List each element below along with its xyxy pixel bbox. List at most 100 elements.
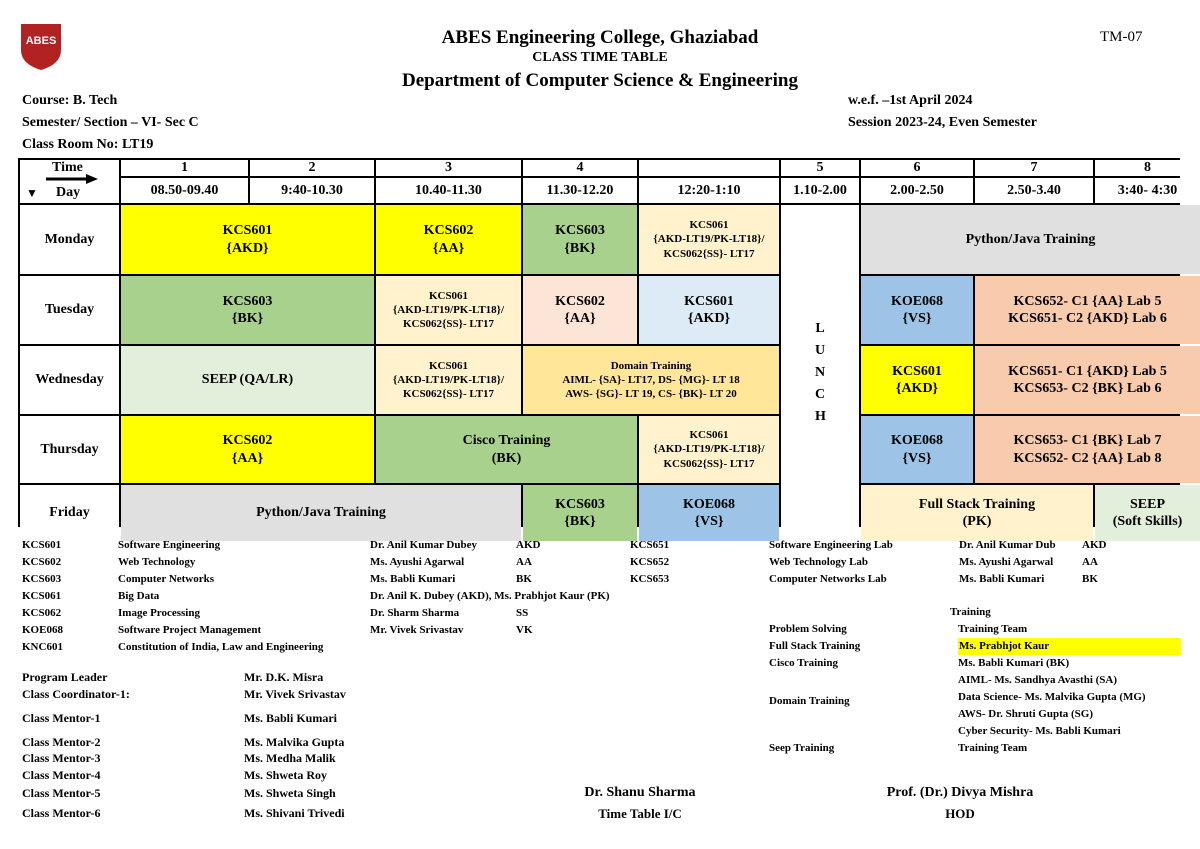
class-cell: Cisco Training (BK) <box>376 416 637 483</box>
class-cell: KCS602 {AA} <box>121 416 374 483</box>
cell-line: KCS651- C2 {AKD} Lab 6 <box>1008 311 1167 326</box>
class-cell: KCS061 {AKD-LT19/PK-LT18}/KCS062{SS}- LT1… <box>376 346 521 414</box>
training-name: Full Stack Training <box>769 640 861 652</box>
cell-line: {VS} <box>902 311 932 326</box>
class-cell: KCS603 {BK} <box>121 276 374 344</box>
cell-line: {AKD} <box>226 240 269 256</box>
training-trainer: Ms. Babli Kumari (BK) <box>958 657 1070 669</box>
signatory-role: Time Table I/C <box>598 806 682 821</box>
cell-line: KCS062{SS}- LT17 <box>663 247 755 260</box>
cell-line: KCS062{SS}- LT17 <box>402 318 495 331</box>
class-cell: KCS652- C1 {AA} Lab 5 KCS651- C2 {AKD} La… <box>975 276 1200 344</box>
legend-cell: AKD <box>516 539 541 551</box>
period-number: 4 <box>523 160 637 176</box>
wef-label: w.e.f. –1st April 2024 <box>848 93 973 108</box>
legend-cell: Software Project Management <box>118 624 262 636</box>
cell-line: {AKD-LT19/PK-LT18}/ <box>653 233 765 246</box>
lab-legend-cell: Software Engineering Lab <box>769 539 893 551</box>
cell-line: {AKD-LT19/PK-LT18}/ <box>392 303 505 316</box>
semester-label: Semester/ Section – VI- Sec C <box>22 115 199 130</box>
period-time: 10.40-11.30 <box>376 178 521 203</box>
period-number: 1 <box>121 160 248 176</box>
staff-role: Class Coordinator-1: <box>22 687 130 701</box>
cell-line: KCS061 <box>689 429 729 442</box>
lab-legend-cell: Web Technology Lab <box>769 556 869 568</box>
legend-cell: KCS603 <box>22 573 62 585</box>
legend-cell: VK <box>516 624 533 636</box>
staff-role: Class Mentor-4 <box>22 768 101 782</box>
training-name: Cisco Training <box>769 657 838 669</box>
legend-cell: SS <box>516 607 529 619</box>
cell-line: KCS653- C1 {BK} Lab 7 <box>1013 433 1162 448</box>
class-cell: KCS061 {AKD-LT19/PK-LT18}/ KCS062{SS}- LT1… <box>376 276 521 344</box>
staff-role: Class Mentor-1 <box>22 711 101 725</box>
cell-line: KCS601 <box>684 293 734 309</box>
cell-line: {AKD-LT19/PK-LT18}/ <box>653 443 765 456</box>
cell-line: {VS} <box>694 514 724 529</box>
period-number: 7 <box>975 160 1093 176</box>
cell-line: KOE068 <box>890 293 944 309</box>
class-cell: KCS061 {AKD-LT19/PK-LT18}/KCS062{SS}- LT1… <box>639 205 779 274</box>
college-logo: ABES <box>21 24 61 70</box>
department-name: Department of Computer Science & Enginee… <box>402 70 798 91</box>
arrow-down-icon: ▼ <box>26 186 38 200</box>
cell-line: {AA} <box>564 311 596 326</box>
training-trainer: Training Team <box>958 742 1028 754</box>
day-label: Day <box>56 185 81 200</box>
cell-line: SEEP <box>1129 496 1165 512</box>
lab-legend-cell: AKD <box>1082 539 1107 551</box>
lunch-cell: L U N C H <box>781 205 859 541</box>
lab-legend-cell: Ms. Ayushi Agarwal <box>959 556 1054 568</box>
cell-line: KCS602 <box>555 293 605 309</box>
legend-cell: BK <box>516 573 532 585</box>
legend-cell: Constitution of India, Law and Engineeri… <box>118 641 324 653</box>
class-cell: SEEP (QA/LR) <box>121 346 374 414</box>
class-cell: KOE068 {VS} <box>861 276 973 344</box>
period-number: 5 <box>781 160 859 176</box>
legend-cell: Computer Networks <box>118 573 215 585</box>
cell-line: KCS601 <box>222 223 273 238</box>
class-cell: KCS601 {AKD} <box>121 205 374 274</box>
class-cell: KCS651- C1 {AKD} Lab 5 KCS653- C2 {BK} La… <box>975 346 1200 414</box>
class-cell: KCS601 {AKD} <box>861 346 973 414</box>
staff-role: Class Mentor-5 <box>22 786 101 800</box>
legend-cell: KNC601 <box>22 641 63 653</box>
timetable-grid: Time Day ▼ 1 2 3 4 5 6 7 8 08.50-09.40 9:40-10.30… <box>18 158 1200 541</box>
cell-line: KCS061 <box>428 289 469 302</box>
training-trainer: Ms. Prabhjot Kaur <box>958 638 1181 655</box>
lab-legend-cell: Computer Networks Lab <box>769 573 887 585</box>
period-time: 12:20-1:10 <box>639 178 779 203</box>
period-number: 2 <box>250 160 374 176</box>
legend-cell: KCS601 <box>22 539 62 551</box>
cell-line: Python/Java Training <box>256 505 386 521</box>
class-cell: KCS602 {AA} <box>523 276 637 344</box>
time-label: Time <box>52 160 83 175</box>
cell-line: (PK) <box>962 514 992 529</box>
cell-line: KCS061 <box>689 219 729 232</box>
staff-name: Ms. Medha Malik <box>244 751 336 765</box>
legend-cell: Ms. Ayushi Agarwal <box>370 556 465 568</box>
signatory-role: HOD <box>945 806 975 821</box>
legend-cell: Big Data <box>118 590 160 602</box>
training-trainer: AIML- Ms. Sandhya Avasthi (SA) <box>958 674 1118 686</box>
class-cell: Python/Java Training <box>121 485 521 541</box>
period-time: 9:40-10.30 <box>250 178 374 203</box>
legend-cell: KOE068 <box>22 624 63 636</box>
room-label: Class Room No: LT19 <box>22 137 154 152</box>
cell-line: KCS652- C1 {AA} Lab 5 <box>1013 293 1162 309</box>
staff-role: Class Mentor-3 <box>22 751 101 765</box>
training-name: Problem Solving <box>769 623 847 635</box>
cell-line: KCS603 <box>222 293 273 309</box>
day-label: Friday <box>20 485 119 541</box>
cell-line: {AA} <box>231 450 264 466</box>
class-cell: KCS603 {BK} <box>523 485 637 541</box>
legend-cell: Image Processing <box>118 607 200 619</box>
legend-cell: KCS652 <box>630 556 670 568</box>
class-cell: Full Stack Training (PK) <box>861 485 1093 541</box>
lab-legend-cell: BK <box>1082 573 1098 585</box>
training-name: Domain Training <box>769 695 850 707</box>
cell-line: KOE068 <box>890 433 944 448</box>
signatory-name: Dr. Shanu Sharma <box>584 785 696 800</box>
class-cell: Python/Java Training <box>861 205 1200 274</box>
